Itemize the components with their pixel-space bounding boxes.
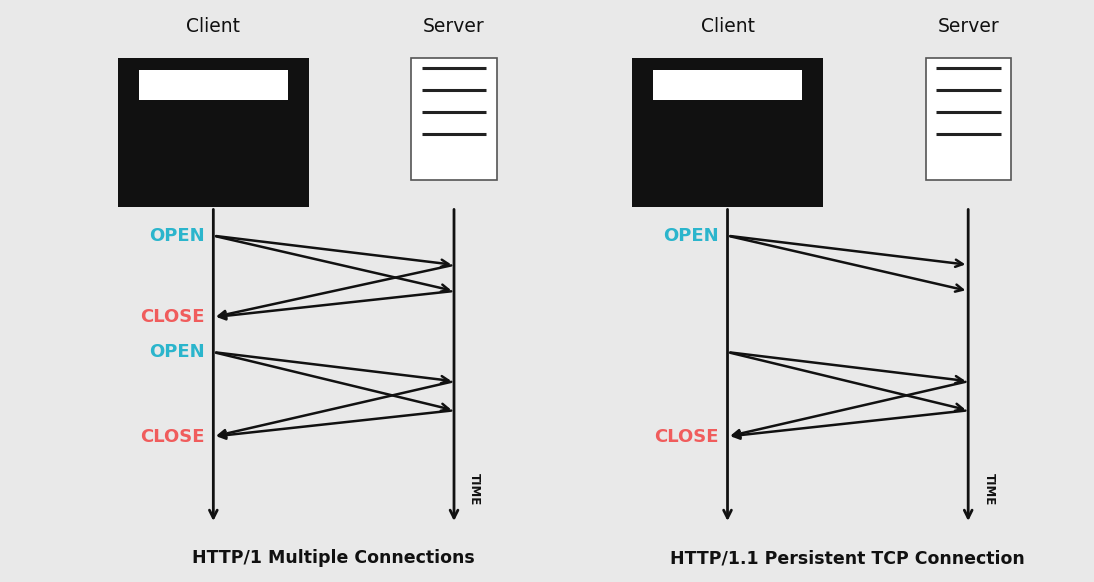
Bar <box>139 70 288 100</box>
Text: HTTP/1 Multiple Connections: HTTP/1 Multiple Connections <box>193 549 475 567</box>
Bar <box>632 58 823 207</box>
Text: OPEN: OPEN <box>149 227 205 244</box>
Text: TIME: TIME <box>982 473 996 505</box>
Text: Client: Client <box>186 17 241 36</box>
Text: OPEN: OPEN <box>149 343 205 361</box>
Text: Server: Server <box>938 17 999 36</box>
Text: OPEN: OPEN <box>663 227 719 244</box>
Text: CLOSE: CLOSE <box>654 428 719 445</box>
Text: TIME: TIME <box>468 473 481 505</box>
Text: Server: Server <box>423 17 485 36</box>
Bar <box>411 58 497 180</box>
Bar <box>926 58 1011 180</box>
Text: CLOSE: CLOSE <box>140 308 205 326</box>
Bar <box>118 58 309 207</box>
Text: CLOSE: CLOSE <box>140 428 205 445</box>
Bar <box>653 70 802 100</box>
Text: HTTP/1.1 Persistent TCP Connection: HTTP/1.1 Persistent TCP Connection <box>671 549 1025 567</box>
Text: Client: Client <box>700 17 755 36</box>
